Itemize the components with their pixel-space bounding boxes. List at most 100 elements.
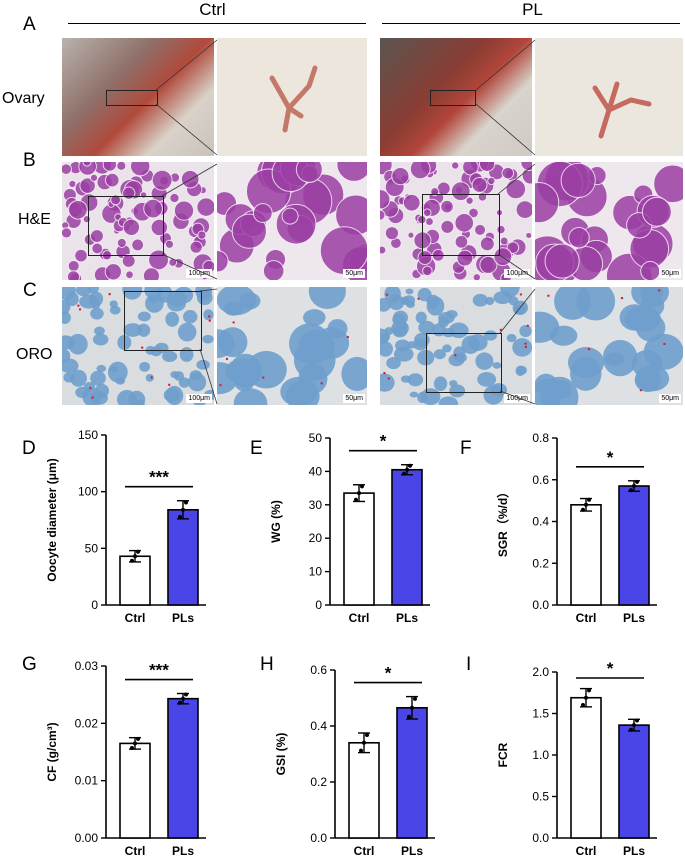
oocyte-shape — [568, 226, 590, 249]
cell-shape — [70, 369, 87, 387]
panel-letter: F — [460, 438, 472, 459]
oocyte-shape — [68, 199, 88, 220]
data-point — [359, 748, 363, 753]
ovary-tissue-shape — [269, 65, 318, 133]
cell-shape — [428, 300, 438, 310]
cell-shape — [535, 373, 558, 396]
row-label-he: H&E — [18, 211, 51, 228]
oocyte-shape — [336, 162, 367, 182]
row-label-ovary: Ovary — [2, 90, 45, 107]
cell-shape — [433, 349, 446, 360]
cell-shape — [308, 287, 346, 309]
y-tick-label: 0.0 — [310, 831, 327, 845]
panel-letter-a: A — [23, 14, 36, 35]
significance-marker: * — [607, 448, 614, 467]
lipid-droplet — [519, 293, 523, 296]
cell-shape — [442, 344, 452, 353]
chart-h: H 0.0 0.2 0.4 0.6 GSI (%) Ctrl PLs * — [260, 654, 435, 858]
oocyte-shape — [430, 187, 440, 197]
lipid-droplet — [346, 335, 350, 339]
x-tick-label: Ctrl — [349, 611, 370, 625]
data-point — [362, 740, 366, 745]
cell-shape — [196, 290, 213, 306]
bar-ctrl — [119, 555, 151, 606]
cell-shape — [395, 339, 411, 352]
lipid-droplet — [91, 396, 94, 399]
cell-shape — [83, 382, 96, 392]
cell-shape — [554, 287, 591, 320]
oro-cell-pattern — [535, 287, 683, 405]
data-point — [130, 558, 134, 563]
cell-shape — [203, 309, 214, 321]
connector-line — [155, 39, 218, 91]
oocyte-shape — [131, 238, 145, 252]
lipid-droplet — [657, 289, 661, 292]
data-point — [181, 696, 185, 701]
cell-shape — [90, 370, 106, 386]
cell-shape — [380, 373, 395, 392]
oocyte-shape — [417, 214, 427, 225]
zoom-box — [422, 194, 500, 256]
y-tick-label: 0 — [315, 598, 322, 612]
data-point — [413, 696, 417, 701]
y-tick-label: 0.02 — [75, 716, 99, 730]
group-line-ctrl — [68, 23, 366, 24]
he-image-pl-zoom: 50μm — [535, 162, 683, 280]
data-point — [587, 497, 591, 502]
cell-shape — [407, 373, 424, 387]
bar-pls — [167, 508, 199, 606]
row-label-oro: ORO — [16, 346, 53, 363]
oocyte-shape — [129, 162, 151, 177]
cell-shape — [183, 310, 198, 324]
data-point — [632, 484, 636, 489]
oocyte-shape — [380, 245, 387, 255]
bar-ctrl — [343, 492, 375, 606]
cell-shape — [217, 327, 248, 358]
cell-shape — [442, 327, 456, 338]
oocyte-shape — [116, 162, 127, 171]
data-point — [402, 471, 406, 476]
cell-shape — [123, 323, 143, 337]
chart-d: D 0 50 100 150 Oocyte diameter (μm) Ctrl PLs *** — [22, 428, 206, 625]
oocyte-shape — [295, 162, 323, 183]
lipid-droplet — [89, 386, 92, 390]
cell-shape — [62, 311, 71, 324]
ovary-photo-pl-overview — [380, 38, 532, 156]
lipid-droplet — [78, 308, 82, 311]
cell-shape — [409, 391, 419, 398]
connector-line — [497, 163, 536, 195]
oocyte-shape — [409, 162, 431, 180]
chart-e: E 0 10 20 30 40 50 WG (%) Ctrl PLs * — [250, 431, 430, 625]
cell-shape — [386, 356, 401, 370]
lipid-droplet — [454, 353, 457, 357]
oocyte-shape — [391, 166, 410, 186]
lipid-droplet — [207, 315, 211, 318]
bar-ctrl — [348, 741, 380, 839]
y-tick-label: 0.2 — [532, 556, 549, 570]
connector-line — [475, 103, 536, 156]
cell-shape — [92, 333, 109, 346]
oocyte-shape — [468, 207, 479, 219]
cell-shape — [139, 361, 151, 372]
oocyte-shape — [90, 229, 104, 244]
oocyte-shape — [74, 248, 88, 263]
y-axis-label: CF (g/cm³) — [45, 722, 59, 781]
oocyte-shape — [173, 200, 195, 221]
cell-shape — [134, 399, 145, 405]
cell-shape — [418, 320, 436, 335]
oocyte-shape — [196, 197, 214, 217]
oocyte-shape — [450, 181, 471, 202]
oocyte-shape — [231, 213, 267, 249]
oocyte-shape — [422, 265, 433, 277]
significance-marker: * — [385, 664, 392, 683]
oocyte-shape — [544, 243, 580, 279]
data-point — [581, 507, 585, 512]
scale-bar-label: 50μm — [659, 394, 681, 403]
cell-shape — [293, 338, 336, 381]
oocyte-shape — [653, 164, 683, 204]
lipid-droplet — [620, 296, 624, 300]
data-point — [184, 500, 188, 505]
cell-shape — [449, 384, 466, 398]
cell-shape — [485, 296, 495, 306]
cell-shape — [512, 338, 532, 357]
